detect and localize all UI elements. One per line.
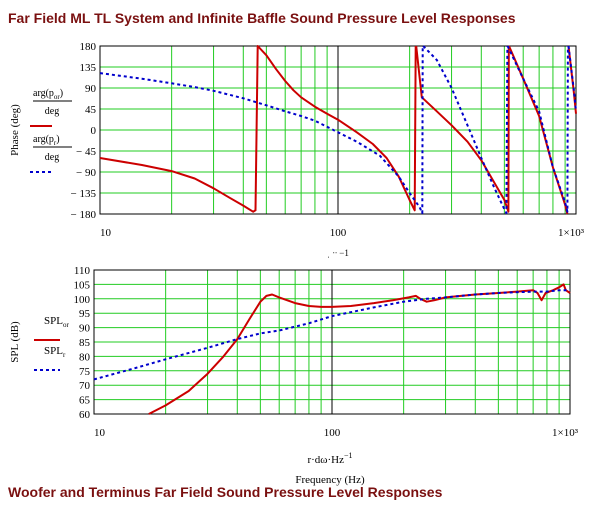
x-axis-label-exponent: −1 — [344, 451, 353, 460]
y-tick-label: 45 — [85, 104, 97, 116]
x-axis-caption: Frequency (Hz) — [295, 474, 365, 486]
y-tick-label: − 135 — [71, 188, 97, 200]
bottom-chart-caption: Woofer and Terminus Far Field Sound Pres… — [8, 484, 443, 500]
y-tick-label: − 45 — [76, 146, 96, 158]
series-line — [567, 45, 577, 112]
series-2 — [99, 45, 577, 215]
y-tick-label: 180 — [80, 41, 97, 53]
legend-label: arg(por) — [33, 88, 63, 101]
y-tick-label: 110 — [74, 265, 91, 277]
series-line — [148, 283, 571, 415]
y-tick-label: 95 — [79, 308, 91, 320]
legend-label: deg — [45, 152, 59, 163]
y-tick-label: 80 — [79, 351, 91, 363]
x-tick-label: 100 — [324, 427, 341, 439]
x-axis-label-partial: ˌ ᐧᐧ −1 — [327, 248, 349, 259]
y-tick-label: − 180 — [71, 209, 97, 221]
legend-close: ) — [60, 88, 63, 99]
plot-frame — [99, 45, 577, 215]
y-tick-label: − 90 — [76, 167, 96, 179]
legend: arg(por) deg arg(pr) deg — [30, 88, 72, 173]
y-tick-label: 90 — [85, 83, 97, 95]
plot-frame — [93, 269, 571, 415]
series-line — [506, 45, 569, 213]
series-2 — [93, 289, 570, 381]
series-1 — [148, 283, 571, 415]
legend-label: arg(pr) — [33, 134, 60, 147]
top-chart-title: Far Field ML TL System and Infinite Baff… — [8, 10, 516, 26]
y-tick-label: 70 — [79, 380, 91, 392]
x-tick-label: 10 — [94, 427, 106, 439]
legend-subscript: r — [63, 351, 66, 359]
legend: SPLor SPLr — [34, 315, 69, 371]
legend-subscript: r — [54, 139, 57, 147]
y-tick-label: 85 — [79, 337, 91, 349]
y-tick-label: 100 — [74, 294, 91, 306]
y-tick-label: 65 — [79, 395, 91, 407]
x-tick-label: 100 — [330, 227, 347, 239]
legend-label: SPLor — [44, 315, 69, 329]
legend-subscript: or — [63, 321, 70, 329]
y-tick-label: 105 — [74, 279, 91, 291]
y-axis-label: Phase (deg) — [9, 104, 21, 156]
y-tick-label: 75 — [79, 366, 91, 378]
x-tick-label: 1×10³ — [558, 227, 585, 239]
y-tick-label: 90 — [79, 323, 91, 335]
y-tick-label: 0 — [91, 125, 97, 137]
series-line — [422, 45, 509, 215]
legend-label: SPLr — [44, 345, 66, 359]
series-line — [93, 289, 570, 381]
y-tick-label: 60 — [79, 409, 91, 421]
x-tick-label: 1×10³ — [552, 427, 579, 439]
series-line — [415, 45, 510, 213]
series-line — [99, 45, 424, 215]
y-tick-label: 135 — [80, 62, 97, 74]
legend-subscript: or — [54, 93, 61, 101]
y-axis-label: SPL (dB) — [9, 321, 21, 363]
legend-label: deg — [45, 106, 59, 117]
series-line — [99, 45, 417, 213]
x-tick-label: 10 — [100, 227, 112, 239]
x-axis-label: r·dω·Hz−1 — [307, 451, 352, 466]
legend-close: ) — [56, 134, 59, 145]
